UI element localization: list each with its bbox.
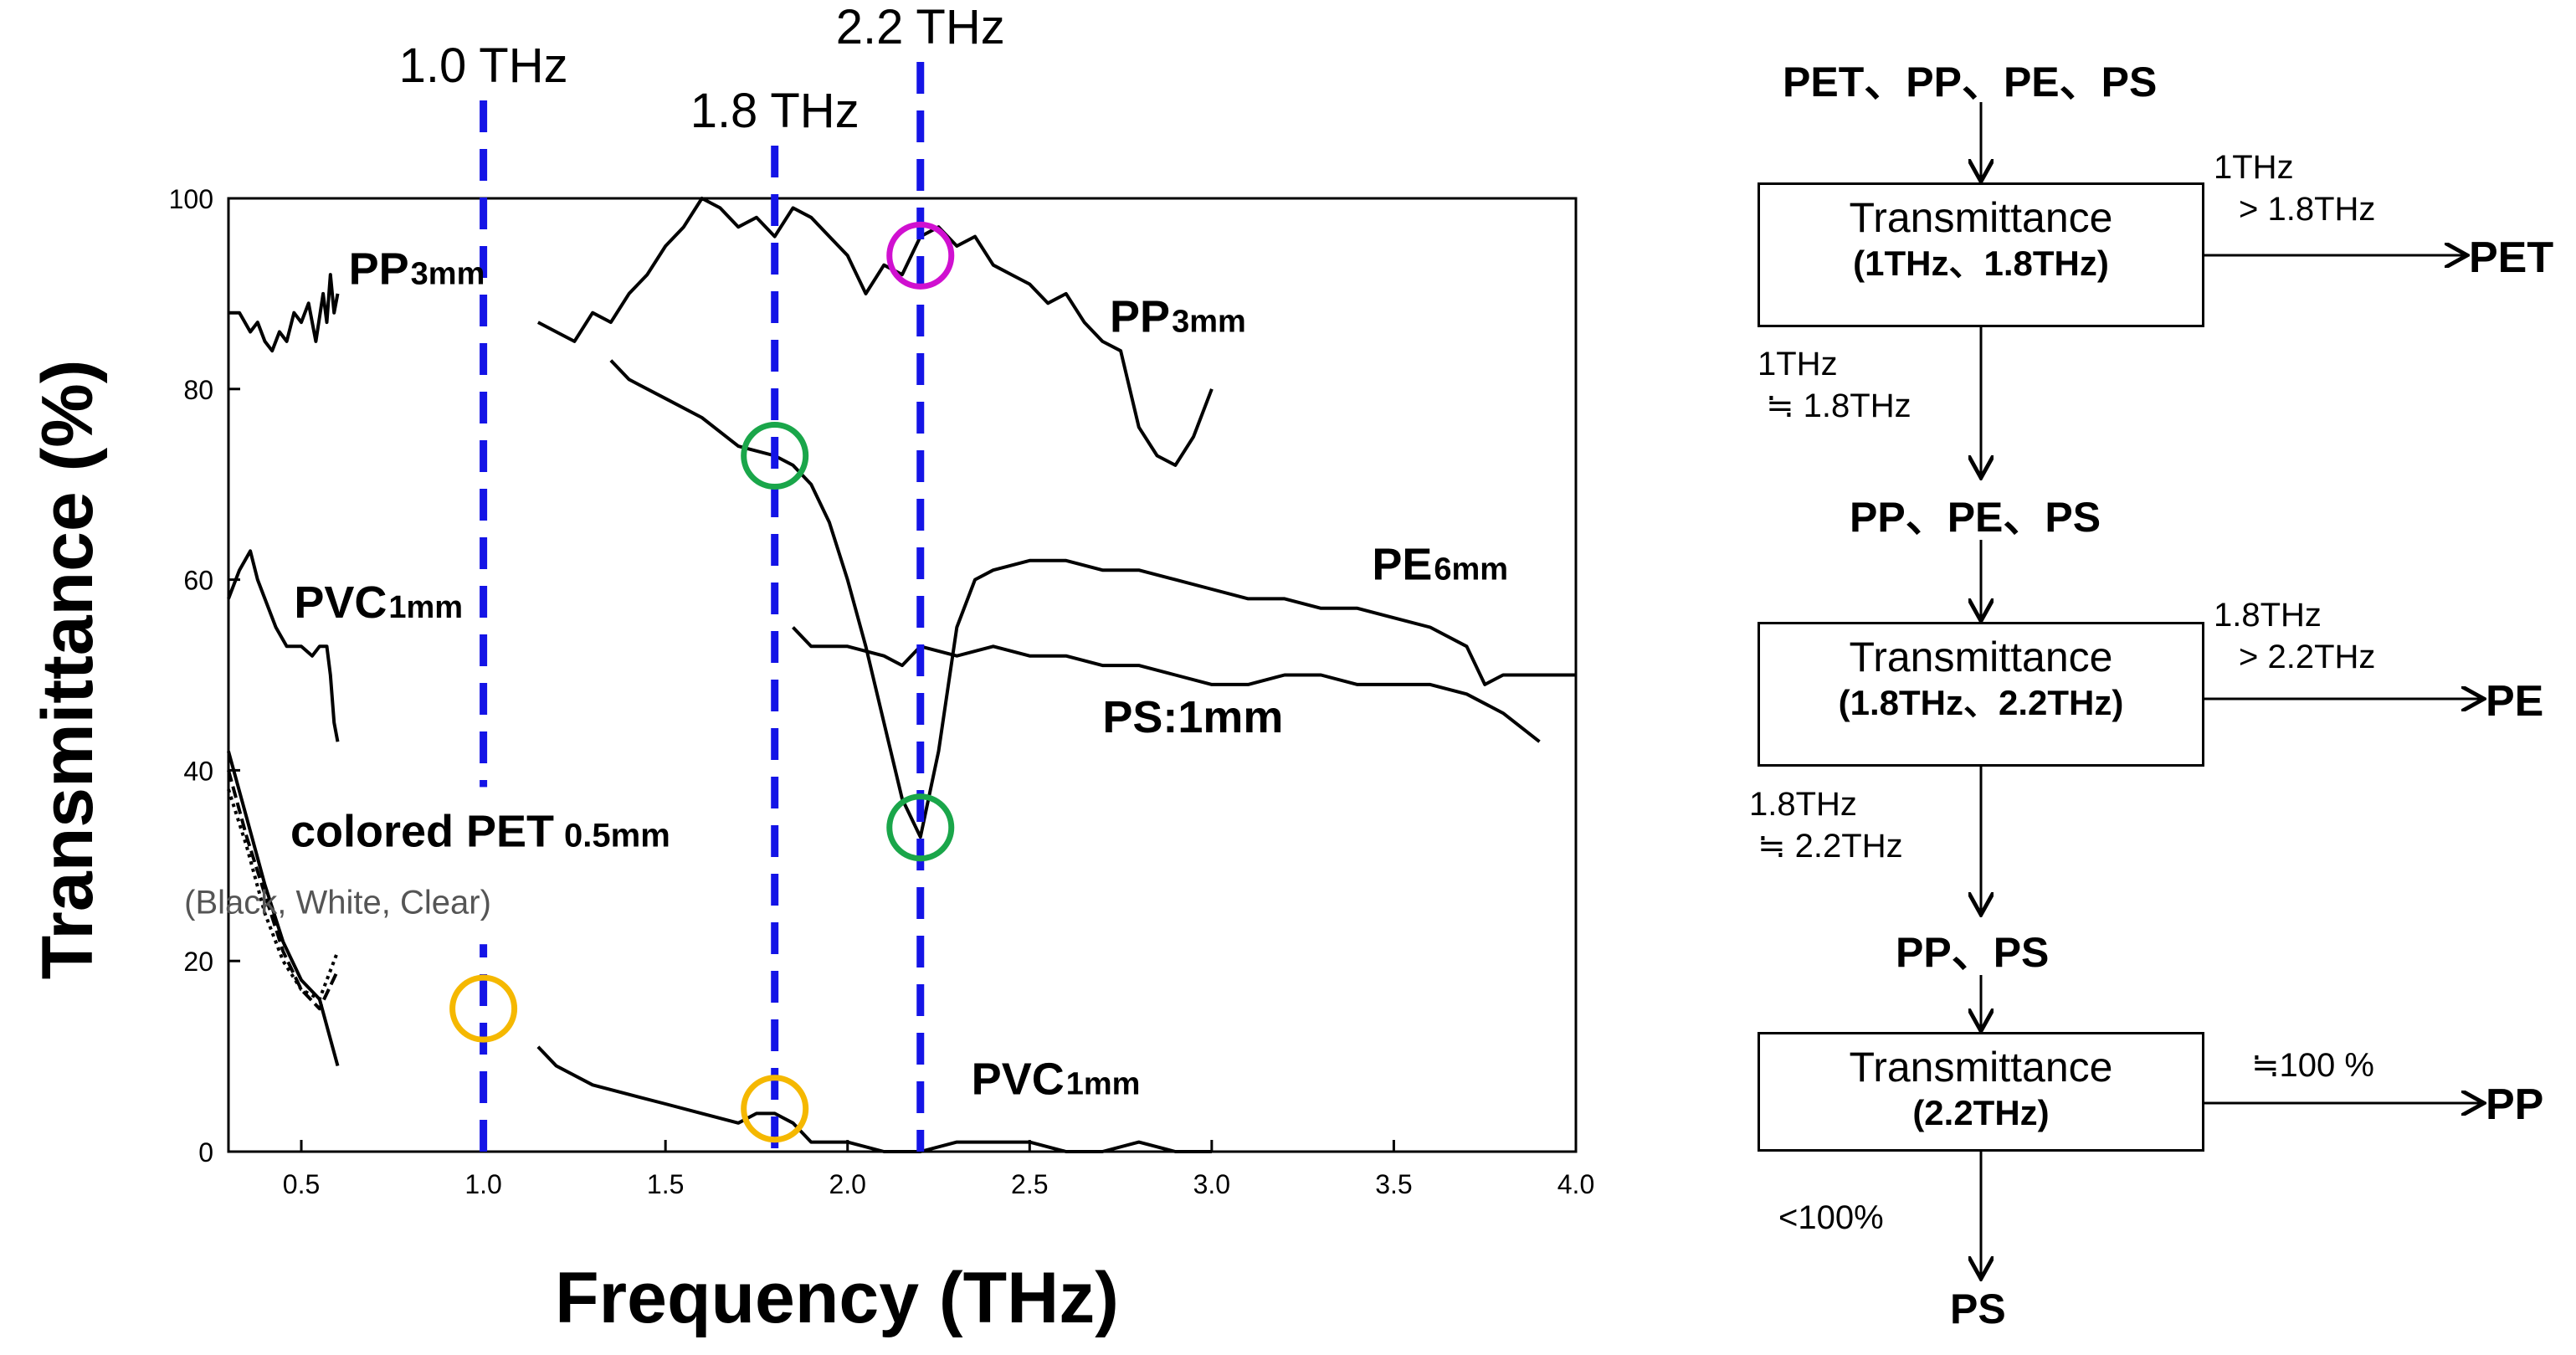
series-annotation: PE6mm xyxy=(1372,540,1508,590)
flow-step2-subtitle: (1.8THz、2.2THz) xyxy=(1838,683,2124,722)
flow-step1-out-cond-line1: 1THz xyxy=(2214,149,2294,186)
flow-step2-down-cond-line1: 1.8THz xyxy=(1749,786,1857,823)
series-line-2 xyxy=(609,359,1576,839)
flow-step3-subtitle: (2.2THz) xyxy=(1912,1093,2050,1132)
flow-output-pet: PET xyxy=(2469,234,2554,282)
y-tick-label: 20 xyxy=(183,947,213,977)
flow-step2-down-cond-line2: ≒ 2.2THz xyxy=(1758,828,1903,865)
x-tick-label: 3.5 xyxy=(1375,1169,1412,1199)
flow-step1-down-condition: 1THz ≒ 1.8THz xyxy=(1758,343,1911,427)
flow-step1-title: Transmittance xyxy=(1849,194,2113,241)
plot-frame xyxy=(227,197,1578,1153)
series-line-5 xyxy=(536,1045,1212,1153)
flow-step3-down-condition: <100% xyxy=(1778,1197,1884,1239)
flow-step2-box: Transmittance (1.8THz、2.2THz) xyxy=(1758,622,2204,767)
flow-output-pe: PE xyxy=(2486,677,2544,726)
series-annotation: PP3mm xyxy=(1110,291,1246,341)
y-tick-label: 100 xyxy=(169,184,213,214)
flow-step1-out-condition: 1THz > 1.8THz xyxy=(2214,146,2375,230)
flow-step2-out-cond-line2: > 2.2THz xyxy=(2239,639,2376,675)
highlight-circle xyxy=(741,422,809,490)
y-tick-label: 80 xyxy=(183,375,213,405)
x-axis-label: Frequency (THz) xyxy=(555,1258,1119,1338)
x-tick-label: 2.5 xyxy=(1011,1169,1048,1199)
x-tick-label: 1.5 xyxy=(647,1169,684,1199)
flow-step1-down-cond-line2: ≒ 1.8THz xyxy=(1766,388,1911,424)
marker-label: 1.0 THz xyxy=(399,38,568,93)
flow-step3-title: Transmittance xyxy=(1849,1044,2113,1091)
series-line-1 xyxy=(536,197,1214,467)
highlight-circle xyxy=(449,974,518,1043)
series-line-7 xyxy=(227,769,340,1011)
series-annotation: colored PET 0.5mm xyxy=(290,807,670,857)
marker-label: 1.8 THz xyxy=(690,84,860,138)
flow-end-node: PS xyxy=(1950,1286,2006,1332)
y-tick-label: 40 xyxy=(183,756,213,786)
series-annotation: PVC1mm xyxy=(972,1055,1141,1105)
flow-output-pp: PP xyxy=(2486,1080,2544,1129)
x-tick-label: 3.0 xyxy=(1193,1169,1230,1199)
flow-step3-box: Transmittance (2.2THz) xyxy=(1758,1032,2204,1152)
flow-step3-down-cond-line1: <100% xyxy=(1778,1199,1884,1236)
flow-step1-box: Transmittance (1THz、1.8THz) xyxy=(1758,182,2204,327)
series-line-4 xyxy=(227,549,340,742)
x-tick-label: 1.0 xyxy=(464,1169,501,1199)
series-line-8 xyxy=(227,788,340,1001)
series-line-0 xyxy=(228,273,340,353)
series-line-3 xyxy=(792,626,1541,743)
flow-step1-subtitle: (1THz、1.8THz) xyxy=(1853,244,2109,283)
flow-mid1-node: PP、PE、PS xyxy=(1850,494,2101,541)
flow-step2-down-condition: 1.8THz ≒ 2.2THz xyxy=(1749,783,1903,867)
x-tick-label: 4.0 xyxy=(1557,1169,1594,1199)
series-annotation: PVC1mm xyxy=(294,577,463,628)
highlight-circle xyxy=(741,1075,809,1143)
series-annotation: PS:1mm xyxy=(1102,692,1283,742)
flow-mid2-node: PP、PS xyxy=(1896,929,2050,976)
x-tick-label: 0.5 xyxy=(283,1169,320,1199)
marker-label: 2.2 THz xyxy=(836,0,1005,54)
marker-gap xyxy=(473,787,494,945)
highlight-circle xyxy=(886,793,955,862)
y-tick-label: 0 xyxy=(198,1137,213,1168)
x-tick-label: 2.0 xyxy=(829,1169,865,1199)
highlight-circle xyxy=(886,221,955,290)
flow-step2-out-cond-line1: 1.8THz xyxy=(2214,597,2322,634)
y-axis-label: Transmittance (%) xyxy=(28,360,108,980)
y-tick-label: 60 xyxy=(183,566,213,596)
series-annotation: (Black, White, Clear) xyxy=(184,884,491,921)
flow-step1-out-cond-line2: > 1.8THz xyxy=(2239,191,2376,228)
flow-step1-down-cond-line1: 1THz xyxy=(1758,346,1838,382)
flow-step3-out-condition: ≒100 % xyxy=(2251,1044,2374,1086)
flow-step2-title: Transmittance xyxy=(1849,634,2113,680)
flow-step3-out-cond-line1: ≒100 % xyxy=(2251,1047,2374,1084)
flow-start-node: PET、PP、PE、PS xyxy=(1783,59,2158,105)
series-annotation: PP3mm xyxy=(349,244,485,295)
flow-step2-out-condition: 1.8THz > 2.2THz xyxy=(2214,594,2375,678)
